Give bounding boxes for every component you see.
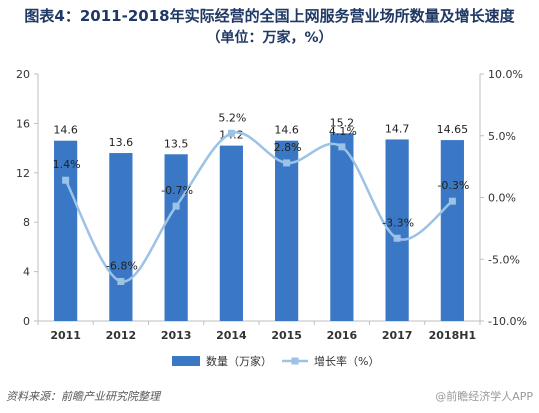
bar-value-label: 13.5 [164,137,189,150]
watermark-text: @前瞻经济学人APP [435,390,533,403]
growth-rate-label: 5.2% [218,111,246,124]
growth-rate-label: -0.3% [437,179,469,192]
legend-bar-label: 数量（万家） [206,354,272,368]
left-tick-label: 20 [16,68,30,81]
growth-rate-point [393,234,401,242]
bar-value-label: 14.6 [274,124,299,137]
x-tick-label: 2016 [327,329,358,342]
bar-value-label: 14.65 [437,123,469,136]
x-tick-label: 2014 [216,329,247,342]
bar-2012 [109,153,133,321]
left-tick-label: 8 [23,216,30,229]
left-tick-label: 0 [23,315,30,328]
left-tick-label: 12 [16,167,30,180]
x-tick-label: 2015 [271,329,302,342]
growth-rate-label: 1.4% [53,158,81,171]
right-tick-label: 0.0% [488,192,516,205]
left-tick-label: 16 [16,117,30,130]
growth-rate-point [283,159,291,167]
x-tick-label: 2012 [106,329,137,342]
growth-rate-point [172,202,180,210]
chart-subtitle: （单位：万家，%） [206,30,333,46]
x-tick-label: 2011 [50,329,81,342]
growth-rate-point [117,277,125,285]
source-note: 资料来源：前瞻产业研究院整理 [6,390,160,403]
right-tick-label: 10.0% [488,68,523,81]
growth-rate-point [448,197,456,205]
legend-bar-swatch [172,356,200,366]
growth-rate-label: -6.8% [106,259,138,272]
bar-value-label: 15.2 [330,116,355,129]
x-tick-label: 2018H1 [429,329,476,342]
growth-rate-point [338,143,346,151]
bar-2018H1 [440,140,464,321]
bar-2016 [330,133,354,321]
legend-line-label: 增长率（%） [314,354,379,368]
bar-value-label: 14.6 [53,124,78,137]
growth-rate-label: 4.1% [329,125,357,138]
bar-value-label: 14.7 [385,122,410,135]
bar-2017 [385,139,409,321]
growth-rate-label: -3.3% [382,216,414,229]
bar-value-label: 13.6 [109,136,134,149]
chart-title: 图表4：2011-2018年实际经营的全国上网服务营业场所数量及增长速度 [24,7,515,25]
bar-2015 [275,140,299,321]
growth-rate-label: 2.8% [274,141,302,154]
right-tick-label: -10.0% [488,315,527,328]
bar-2013 [164,154,188,321]
bar-2011 [54,140,78,321]
legend-line-marker [291,357,299,365]
right-tick-label: 5.0% [488,130,516,143]
x-tick-label: 2017 [382,329,413,342]
bar-2014 [219,145,243,321]
growth-rate-point [62,176,70,184]
growth-rate-point [227,129,235,137]
growth-rate-label: -0.7% [161,184,193,197]
right-tick-label: -5.0% [488,253,520,266]
left-tick-label: 4 [23,266,30,279]
x-tick-label: 2013 [161,329,192,342]
